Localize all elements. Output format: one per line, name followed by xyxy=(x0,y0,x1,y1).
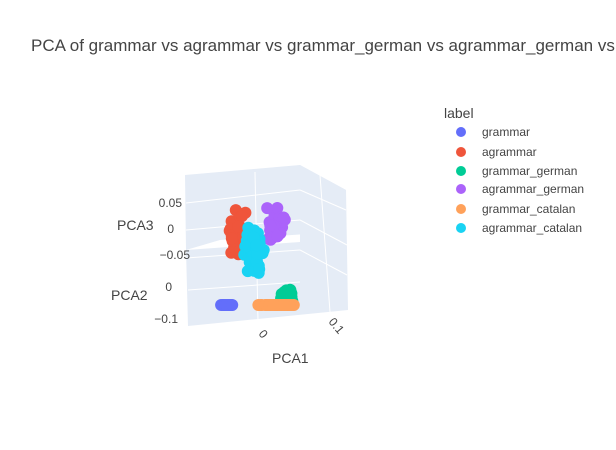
legend-marker xyxy=(456,127,466,137)
legend-label: grammar_german xyxy=(482,164,577,178)
legend-label: agrammar_catalan xyxy=(482,221,582,235)
series-grammar xyxy=(215,299,239,311)
y-tick-label: 0 xyxy=(165,280,172,294)
data-point[interactable] xyxy=(264,219,277,232)
data-point[interactable] xyxy=(253,263,266,276)
data-point[interactable] xyxy=(239,240,252,253)
data-point[interactable] xyxy=(267,299,280,311)
legend-marker xyxy=(456,223,466,233)
data-point[interactable] xyxy=(236,210,248,223)
x-tick-label: 0 xyxy=(256,327,271,341)
data-point[interactable] xyxy=(225,232,238,245)
grid-line xyxy=(299,249,348,276)
data-point[interactable] xyxy=(261,202,274,215)
series-agrammar-catalan xyxy=(238,221,270,279)
data-point[interactable] xyxy=(279,299,291,311)
legend-title: label xyxy=(444,105,474,121)
series-agrammar xyxy=(223,204,252,261)
z-tick-label: 0.05 xyxy=(159,196,183,210)
data-point[interactable] xyxy=(271,202,284,214)
series-agrammar-german xyxy=(261,202,291,246)
legend-label: grammar xyxy=(482,125,530,139)
legend-marker xyxy=(456,147,466,157)
z-axis: 0.05 0 −0.05 PCA3 xyxy=(117,196,190,262)
grid-line xyxy=(299,189,347,211)
y-tick-label: −0.1 xyxy=(154,312,178,326)
legend-label: grammar_catalan xyxy=(482,202,575,216)
data-point[interactable] xyxy=(271,230,284,243)
x-tick-label: 0.1 xyxy=(326,315,348,337)
z-tick-label: −0.05 xyxy=(160,248,191,262)
legend-item-grammar-catalan[interactable]: grammar_catalan xyxy=(456,202,575,216)
grid-line xyxy=(299,219,348,246)
series-grammar-catalan xyxy=(252,299,300,311)
data-point[interactable] xyxy=(250,239,263,252)
x-axis-title: PCA1 xyxy=(272,350,309,366)
legend-item-agrammar-german[interactable]: agrammar_german xyxy=(456,182,584,196)
data-point[interactable] xyxy=(232,220,245,233)
z-axis-title: PCA3 xyxy=(117,217,154,233)
grid-line xyxy=(319,174,331,313)
legend-label: agrammar_german xyxy=(482,182,584,196)
z-tick-label: 0 xyxy=(167,222,174,236)
y-axis-title: PCA2 xyxy=(111,287,148,303)
grid-line xyxy=(187,281,301,291)
legend-item-agrammar-catalan[interactable]: agrammar_catalan xyxy=(456,221,582,235)
data-point[interactable] xyxy=(277,211,290,224)
legend-item-agrammar[interactable]: agrammar xyxy=(456,145,537,159)
legend: label grammar agrammar grammar_german ag… xyxy=(444,105,584,235)
legend-item-grammar-german[interactable]: grammar_german xyxy=(456,164,577,178)
scatter-points xyxy=(215,202,300,311)
y-axis: 0 −0.1 PCA2 xyxy=(111,280,178,326)
legend-marker xyxy=(456,184,466,194)
x-axis: 0 0.1 PCA1 xyxy=(256,315,348,366)
legend-marker xyxy=(456,166,466,176)
data-point[interactable] xyxy=(226,299,239,311)
grid-line xyxy=(185,189,301,204)
chart-title: PCA of grammar vs agrammar vs grammar_ge… xyxy=(31,36,616,55)
legend-item-grammar[interactable]: grammar xyxy=(456,125,530,139)
legend-label: agrammar xyxy=(482,145,537,159)
legend-marker xyxy=(456,204,466,214)
